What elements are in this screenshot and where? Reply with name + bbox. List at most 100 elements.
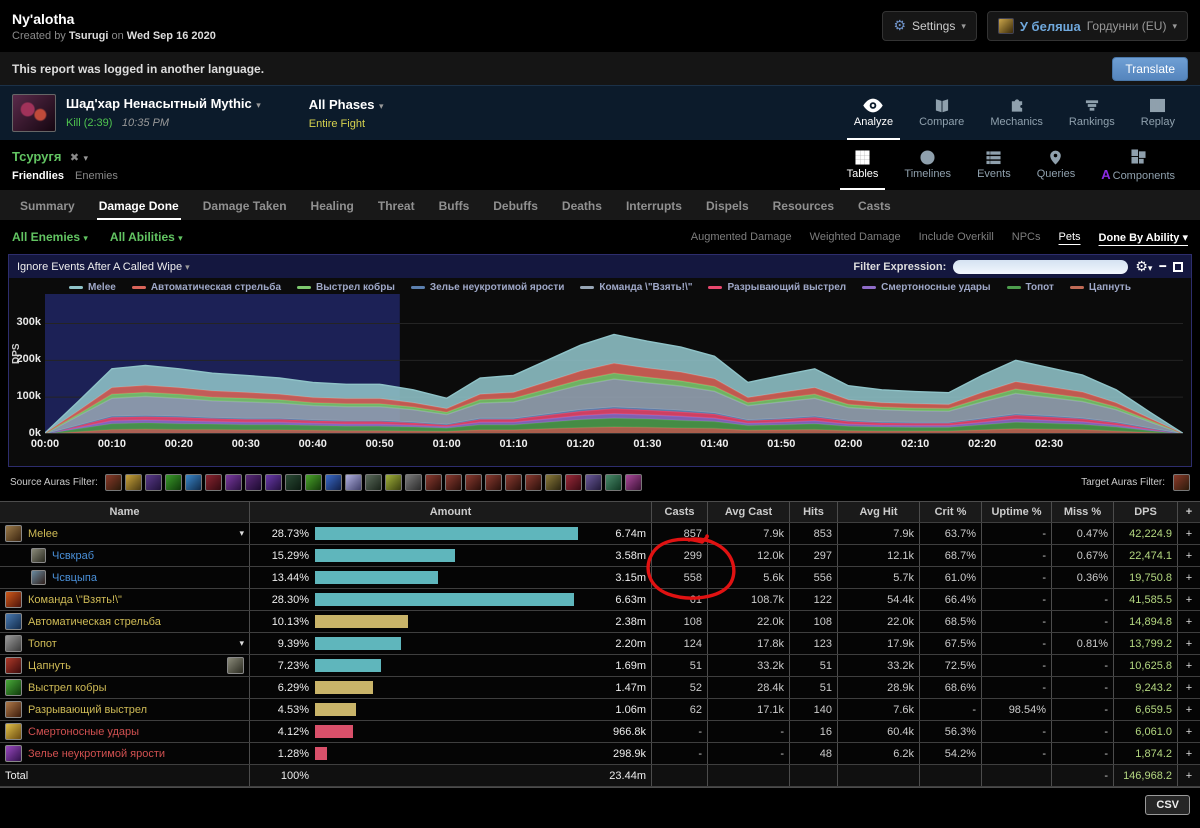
tab-replay[interactable]: Replay xyxy=(1128,86,1188,140)
menu-tab-buffs[interactable]: Buffs xyxy=(438,199,470,213)
dps-graph[interactable]: Melee Автоматическая стрельба Выстрел кобр… xyxy=(9,278,1191,466)
aura-icon[interactable] xyxy=(364,473,382,491)
filter-toggle-augmented-damage[interactable]: Augmented Damage xyxy=(690,231,792,243)
table-row[interactable]: Цапнуть 7.23% 1.69m 51 33.2k 51 33.2k 72.5% - -10… xyxy=(0,655,1200,677)
aura-icon[interactable] xyxy=(324,473,342,491)
translate-button[interactable]: Translate xyxy=(1112,56,1188,81)
ability-name-cell[interactable]: Выстрел кобры xyxy=(0,677,250,698)
table-row[interactable]: Смертоносные удары 4.12% 966.8k - -16 60.4k 56… xyxy=(0,721,1200,743)
aura-icon[interactable] xyxy=(404,473,422,491)
legend-item[interactable]: Автоматическая стрельба xyxy=(131,282,281,293)
legend-item[interactable]: Смертоносные удары xyxy=(862,282,991,293)
legend-item[interactable]: Melee xyxy=(69,282,116,293)
aura-icon[interactable] xyxy=(504,473,522,491)
ability-name-cell[interactable]: Цапнуть xyxy=(0,655,250,676)
aura-icon[interactable] xyxy=(464,473,482,491)
tab-tables[interactable]: Tables xyxy=(834,140,892,190)
filter-toggle-pets[interactable]: Pets xyxy=(1058,231,1081,243)
minimize-icon[interactable]: ━ xyxy=(1159,261,1166,273)
legend-item[interactable]: Зелье неукротимой ярости xyxy=(410,282,564,293)
column-header-hits[interactable]: Hits xyxy=(790,502,838,522)
table-row[interactable]: Разрывающий выстрел 4.53% 1.06m 62 17.1k 140 7… xyxy=(0,699,1200,721)
column-header-name[interactable]: Name xyxy=(0,502,250,522)
ability-name-cell[interactable]: Разрывающий выстрел xyxy=(0,699,250,720)
expand-plus-button[interactable]: + xyxy=(1185,527,1193,540)
expand-plus-button[interactable]: + xyxy=(1185,725,1193,738)
column-header-crit[interactable]: Crit % xyxy=(920,502,982,522)
aura-icon[interactable] xyxy=(204,473,222,491)
menu-tab-threat[interactable]: Threat xyxy=(377,199,415,213)
expand-plus-button[interactable]: + xyxy=(1185,593,1193,606)
expand-plus-button[interactable]: + xyxy=(1185,703,1193,716)
tab-mechanics[interactable]: Mechanics xyxy=(977,86,1056,140)
graph-settings-icon[interactable]: ⚙▾ xyxy=(1135,258,1153,275)
aura-icon[interactable] xyxy=(224,473,242,491)
column-header-plus[interactable]: + xyxy=(1185,506,1193,518)
expand-plus-button[interactable]: + xyxy=(1185,681,1193,694)
menu-tab-casts[interactable]: Casts xyxy=(858,199,891,213)
aura-icon[interactable] xyxy=(424,473,442,491)
table-row[interactable]: Чсвкраб 15.29% 3.58m 299 12.0k 297 12.1k 68.7% -… xyxy=(0,545,1200,567)
remove-actor-icon[interactable]: ✖ xyxy=(69,152,80,164)
aura-icon[interactable] xyxy=(564,473,582,491)
expand-plus-button[interactable]: + xyxy=(1185,659,1193,672)
table-row[interactable]: Melee ▾ 28.73% 6.74m 857 7.9k 853 7.9k 63.7% -0.4… xyxy=(0,523,1200,545)
menu-tab-damage-taken[interactable]: Damage Taken xyxy=(202,199,287,213)
aura-icon[interactable] xyxy=(284,473,302,491)
column-header-avgcast[interactable]: Avg Cast xyxy=(708,502,790,522)
tab-components[interactable]: A Components xyxy=(1088,140,1188,190)
menu-tab-summary[interactable]: Summary xyxy=(20,199,75,213)
ability-name-cell[interactable]: Melee ▾ xyxy=(0,523,250,544)
enemies-filter-dropdown[interactable]: All Enemies ▾ xyxy=(12,230,88,244)
aura-icon[interactable] xyxy=(624,473,642,491)
expand-plus-button[interactable]: + xyxy=(1185,571,1193,584)
account-menu-button[interactable]: У беляша Гордунни (EU) ▾ xyxy=(986,11,1188,41)
legend-item[interactable]: Команда \"Взять!\" xyxy=(580,282,692,293)
ability-name-cell[interactable]: Топот ▾ xyxy=(0,633,250,654)
ability-name-cell[interactable]: Зелье неукротимой ярости xyxy=(0,743,250,764)
aura-icon[interactable] xyxy=(484,473,502,491)
maximize-icon[interactable] xyxy=(1173,261,1183,272)
tab-events[interactable]: Events xyxy=(964,140,1024,190)
ability-name-cell[interactable]: Чсвкраб xyxy=(0,545,250,566)
table-row[interactable]: Выстрел кобры 6.29% 1.47m 52 28.4k 51 28.9k 68.… xyxy=(0,677,1200,699)
menu-tab-resources[interactable]: Resources xyxy=(772,199,835,213)
legend-item[interactable]: Топот xyxy=(1006,282,1054,293)
menu-tab-interrupts[interactable]: Interrupts xyxy=(625,199,682,213)
expand-plus-button[interactable]: + xyxy=(1185,769,1193,782)
expand-row-icon[interactable]: ▾ xyxy=(239,638,244,648)
menu-tab-healing[interactable]: Healing xyxy=(310,199,354,213)
boss-dropdown[interactable]: Шад'хар Ненасытный Mythic ▾ xyxy=(66,96,261,111)
column-header-casts[interactable]: Casts xyxy=(652,502,708,522)
aura-icon[interactable] xyxy=(584,473,602,491)
aura-icon[interactable] xyxy=(544,473,562,491)
expand-plus-button[interactable]: + xyxy=(1185,549,1193,562)
table-row[interactable]: Чсвцыпа 13.44% 3.15m 558 5.6k 556 5.7k 61.0% -0.… xyxy=(0,567,1200,589)
enemies-link[interactable]: Enemies xyxy=(75,170,118,182)
menu-tab-damage-done[interactable]: Damage Done xyxy=(89,193,189,220)
tab-queries[interactable]: Queries xyxy=(1024,140,1089,190)
friendlies-link[interactable]: Friendlies xyxy=(12,170,64,182)
menu-tab-debuffs[interactable]: Debuffs xyxy=(493,199,538,213)
table-row[interactable]: Зелье неукротимой ярости 1.28% 298.9k - -48 6… xyxy=(0,743,1200,765)
column-header-miss[interactable]: Miss % xyxy=(1052,502,1114,522)
aura-icon[interactable] xyxy=(184,473,202,491)
aura-icon[interactable] xyxy=(384,473,402,491)
table-row[interactable]: Автоматическая стрельба 10.13% 2.38m 108 22.… xyxy=(0,611,1200,633)
tab-rankings[interactable]: Rankings xyxy=(1056,86,1128,140)
expand-plus-button[interactable]: + xyxy=(1185,747,1193,760)
ability-name-cell[interactable]: Автоматическая стрельба xyxy=(0,611,250,632)
aura-icon[interactable] xyxy=(524,473,542,491)
ability-name-cell[interactable]: Чсвцыпа xyxy=(0,567,250,588)
aura-icon[interactable] xyxy=(304,473,322,491)
filter-toggle-include-overkill[interactable]: Include Overkill xyxy=(918,231,994,243)
menu-tab-dispels[interactable]: Dispels xyxy=(705,199,749,213)
aura-icon[interactable] xyxy=(444,473,462,491)
aura-icon[interactable] xyxy=(124,473,142,491)
wipe-dropdown[interactable]: Ignore Events After A Called Wipe ▾ xyxy=(17,260,190,273)
aura-icon[interactable] xyxy=(104,473,122,491)
phase-dropdown[interactable]: All Phases ▾ xyxy=(308,97,384,112)
aura-icon[interactable] xyxy=(264,473,282,491)
table-row[interactable]: Команда \"Взять!\" 28.30% 6.63m 61 108.7k 122… xyxy=(0,589,1200,611)
expand-plus-button[interactable]: + xyxy=(1185,637,1193,650)
